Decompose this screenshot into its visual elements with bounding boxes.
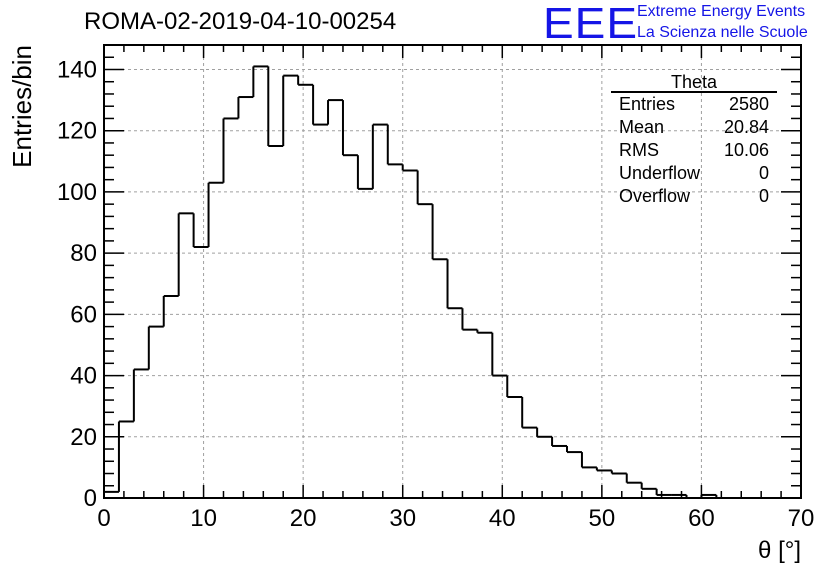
histogram-bin [551,436,568,447]
y-tick-label: 0 [84,485,97,512]
stats-title: Theta [670,72,718,92]
stats-label: RMS [619,140,659,160]
histogram-bin [252,65,269,98]
histogram-bin [536,427,553,438]
histogram-bin [297,75,314,86]
chart-title: ROMA-02-2019-04-10-00254 [84,8,397,35]
histogram-bin [341,100,358,157]
stats-value: 10.06 [723,140,769,160]
histogram-bin [401,164,418,172]
x-tick-label: 60 [688,505,715,532]
stats-value: 2580 [728,94,769,114]
x-tick-label: 0 [97,505,110,532]
x-tick-label: 20 [290,505,317,532]
histogram-bin [521,396,538,429]
histogram-bin [327,99,343,125]
histogram-bin [222,117,239,183]
stats-label: Underflow [619,163,701,183]
histogram-bin [476,329,493,334]
stats-divider [611,91,777,93]
histogram-bin [655,488,672,496]
plot-frame [103,44,802,499]
histogram-bin [192,213,209,249]
eee-logo: EEE [543,0,639,48]
histogram-bin [431,204,448,261]
brand-line-1: Extreme Energy Events [637,3,806,20]
axis-labels: 0 10 20 30 40 50 60 70 0 20 40 60 80 100 120 140 θ [°] En… [7,45,814,564]
axis-ticks [103,44,802,499]
stats-row-underflow: Underflow 0 [611,162,777,185]
plot-border [103,44,802,499]
histogram-bin [207,181,224,248]
histogram-bin [117,420,134,492]
histogram-bin [237,96,254,119]
histogram-bin [267,66,284,148]
y-tick-label: 100 [57,179,97,206]
stats-row-mean: Mean 20.84 [611,116,777,139]
stats-row-rms: RMS 10.06 [611,139,777,162]
histogram-bin [282,74,299,147]
stats-box: Theta Entries 2580 Mean 20.84 RMS 10.06 … [611,72,777,208]
histogram-bin [640,482,657,490]
histogram-bin [461,308,478,331]
y-tick-label: 40 [70,363,97,390]
x-tick-label: 10 [190,505,217,532]
x-tick-label: 50 [589,505,616,532]
x-tick-label: 40 [489,505,516,532]
histogram-bin [132,368,149,422]
histogram-bin [491,332,508,377]
y-tick-label: 140 [57,56,97,83]
histogram-bin [147,325,164,370]
y-tick-label: 80 [70,240,97,267]
histogram-bin [371,123,388,189]
brand-line-2: La Scienza nelle Scuole [637,24,808,41]
stats-label: Entries [619,94,676,114]
stats-value: 20.84 [723,117,769,137]
histogram-bin [312,84,329,126]
stats-row-overflow: Overflow 0 [611,185,777,208]
histogram-bin [610,470,627,475]
stats-value: 0 [758,163,769,183]
histogram-bin [416,170,433,206]
y-tick-label: 120 [57,118,97,145]
histogram-bin [177,212,194,296]
grid [104,45,801,498]
stats-label: Overflow [619,186,691,206]
stats-label: Mean [619,117,665,137]
y-tick-label: 20 [70,424,97,451]
x-tick-label: 70 [788,505,815,532]
histogram-bin [580,452,597,469]
histogram-bin [566,445,582,454]
histogram-bin [506,375,523,398]
histogram-bin [356,155,373,190]
stats-row-entries: Entries 2580 [611,93,777,116]
x-axis-label: θ [°] [758,537,801,564]
y-tick-label: 60 [70,301,97,328]
histogram-bin [625,473,642,484]
x-tick-label: 30 [389,505,416,532]
histogram-bin [386,124,403,166]
stats-value: 0 [758,186,769,206]
histogram-bin [446,259,463,310]
y-axis-label: Entries/bin [7,45,37,168]
histogram-bin [595,467,612,472]
histogram-bin [162,294,179,327]
